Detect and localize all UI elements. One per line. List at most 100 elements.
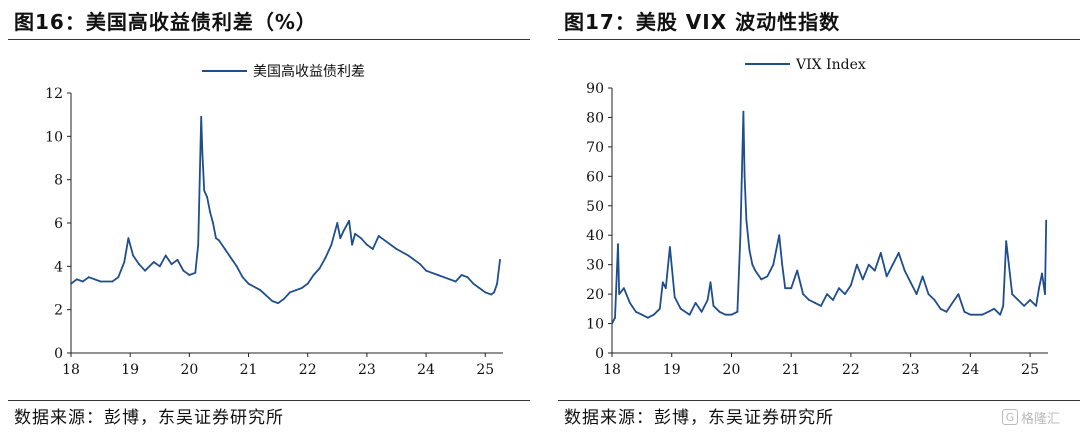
data-point	[784, 287, 787, 290]
data-point	[132, 254, 135, 257]
data-point	[354, 232, 356, 235]
data-point	[993, 307, 996, 310]
title-rule	[558, 39, 1080, 40]
data-point	[366, 243, 368, 246]
data-point	[921, 275, 924, 278]
data-point	[377, 235, 380, 237]
data-point	[87, 276, 90, 279]
legend: VIX Index	[745, 57, 866, 73]
data-point	[300, 287, 303, 289]
data-point	[123, 261, 126, 263]
data-point	[203, 189, 206, 192]
data-point	[856, 263, 858, 266]
data-point	[176, 258, 179, 261]
data-point	[688, 313, 691, 316]
data-point	[499, 258, 501, 261]
legend-label: VIX Index	[795, 57, 866, 73]
x-tick-label: 19	[663, 362, 681, 378]
x-tick-label: 22	[299, 362, 317, 378]
data-point	[658, 307, 661, 310]
watermark-text: 格隆汇	[1021, 411, 1061, 427]
data-point	[796, 269, 799, 272]
watermark-icon: G	[1002, 409, 1018, 425]
y-tick-label: 8	[54, 173, 63, 189]
data-point	[247, 282, 250, 285]
data-point	[407, 254, 410, 257]
source-rule	[8, 400, 530, 401]
data-point	[295, 289, 297, 292]
data-point	[99, 280, 102, 283]
data-point	[652, 313, 655, 316]
data-point	[342, 230, 345, 233]
data-point	[224, 248, 226, 250]
x-tick-label: 24	[417, 362, 435, 378]
data-point	[209, 211, 212, 214]
y-tick-label: 80	[586, 110, 604, 126]
data-point	[419, 263, 422, 266]
data-point	[760, 278, 763, 281]
y-tick-label: 2	[54, 303, 63, 319]
data-point	[1035, 305, 1037, 307]
data-point	[867, 263, 870, 266]
x-tick-label: 25	[1021, 362, 1039, 378]
data-point	[478, 287, 481, 289]
data-point	[891, 263, 894, 266]
data-point	[617, 243, 619, 246]
y-tick-label: 50	[586, 199, 604, 215]
x-tick-label: 18	[603, 362, 621, 378]
data-point	[709, 281, 712, 284]
data-point	[336, 222, 339, 224]
x-tick-label: 22	[842, 362, 860, 378]
data-point	[448, 278, 451, 281]
data-point	[694, 302, 697, 304]
y-tick-label: 20	[586, 287, 604, 303]
data-point	[700, 310, 703, 313]
y-tick-label: 70	[586, 140, 604, 156]
data-point	[766, 275, 769, 278]
data-point	[306, 282, 309, 285]
data-point	[200, 115, 203, 118]
y-tick-label: 30	[586, 258, 604, 274]
data-point	[460, 274, 463, 276]
data-point	[751, 263, 754, 266]
data-point	[927, 293, 930, 295]
data-point	[1002, 305, 1005, 307]
data-point	[170, 263, 173, 266]
data-point	[748, 249, 751, 251]
data-point	[70, 282, 72, 285]
series-line	[611, 110, 1048, 325]
data-point	[289, 291, 291, 294]
y-tick-label: 10	[586, 317, 604, 333]
data-point	[1017, 299, 1019, 301]
data-point	[164, 254, 167, 257]
data-point	[1044, 293, 1046, 295]
figure-title: 图16：美国高收益债利差（%）	[14, 10, 317, 34]
data-point	[909, 281, 912, 284]
x-tick-label: 21	[782, 362, 800, 378]
data-point	[1011, 293, 1014, 295]
data-point	[772, 263, 775, 266]
data-point	[981, 313, 984, 316]
data-point	[945, 310, 948, 313]
title-rule	[8, 39, 530, 40]
x-tick-label: 23	[358, 362, 376, 378]
data-point	[820, 305, 822, 307]
data-point	[360, 237, 362, 240]
data-point	[939, 307, 942, 310]
data-point	[669, 246, 671, 248]
data-point	[826, 293, 828, 295]
data-point	[277, 302, 279, 305]
data-point	[127, 237, 130, 240]
data-point	[188, 274, 191, 276]
data-point	[76, 278, 78, 281]
data-point	[808, 299, 810, 301]
data-point	[790, 287, 793, 290]
data-point	[987, 310, 990, 313]
data-point	[312, 274, 315, 276]
data-point	[194, 271, 197, 274]
y-tick-label: 4	[54, 259, 63, 275]
data-point	[493, 291, 495, 294]
data-point	[712, 305, 715, 307]
data-point	[197, 243, 200, 246]
